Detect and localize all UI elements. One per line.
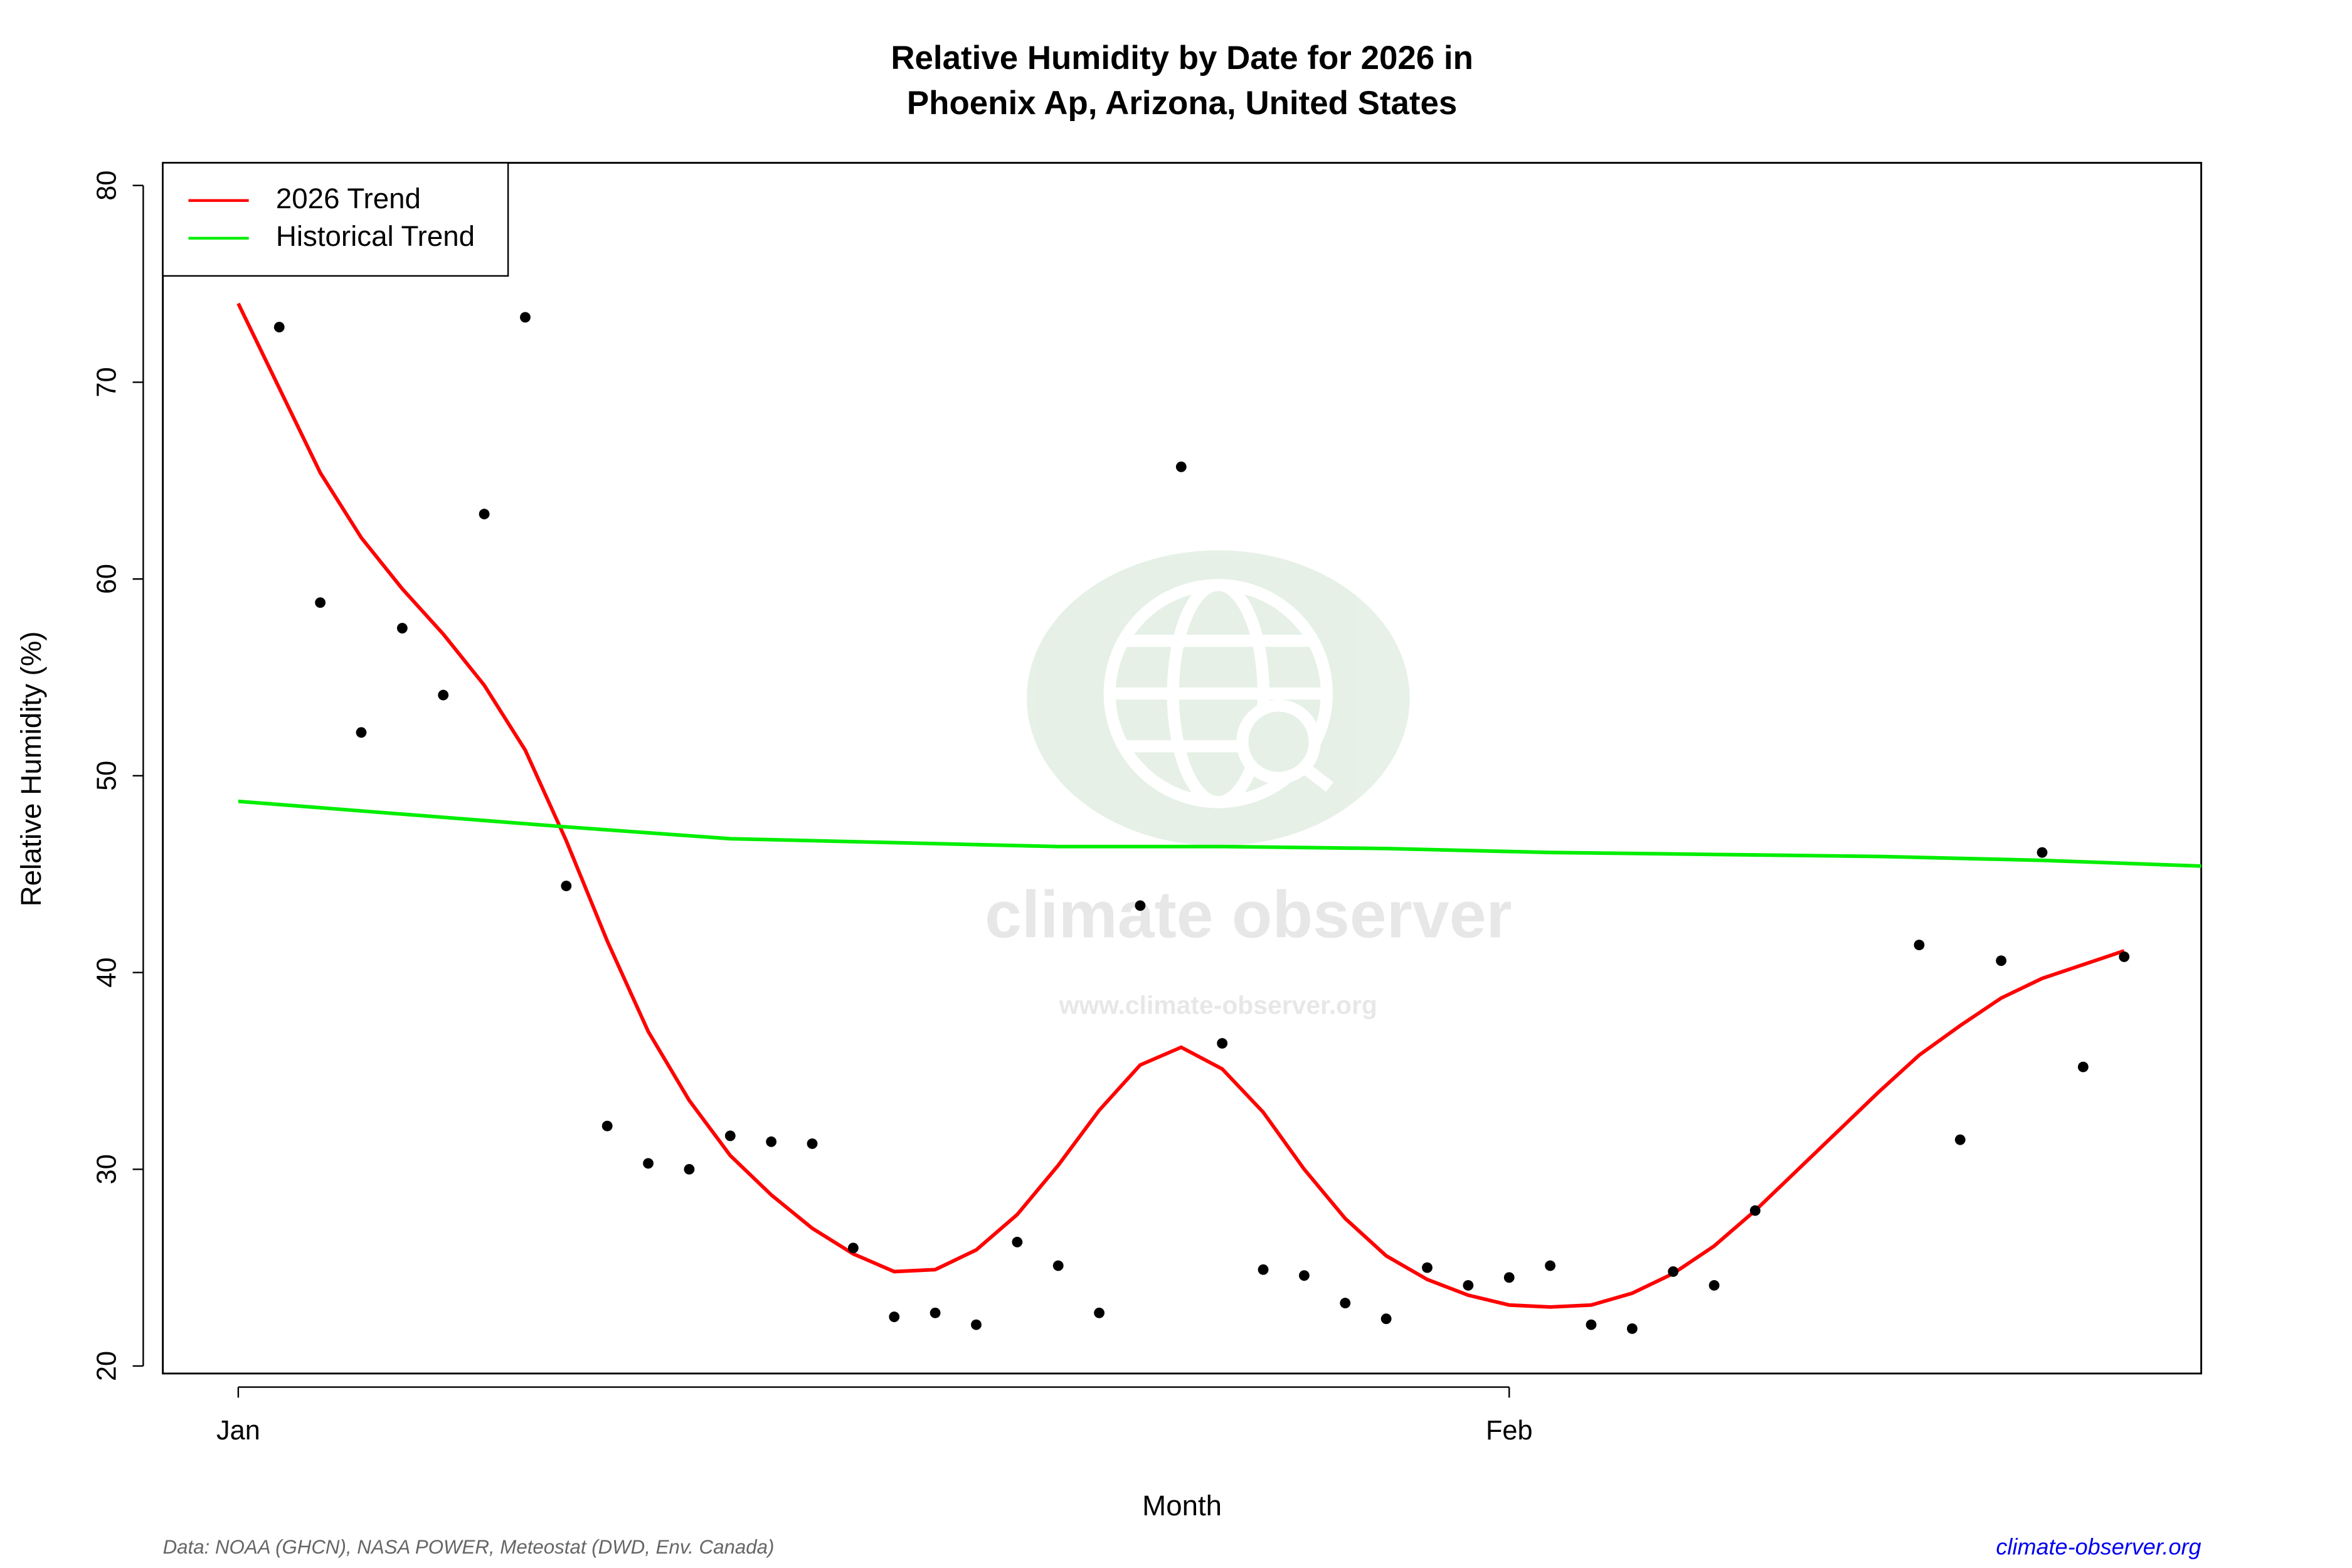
data-point (273, 322, 285, 332)
legend-label: 2026 Trend (276, 183, 421, 215)
data-point (1954, 1134, 1966, 1145)
y-tick-label: 60 (92, 564, 122, 594)
data-point (807, 1138, 818, 1149)
legend: 2026 Trend Historical Trend (162, 162, 509, 277)
data-point (1503, 1272, 1515, 1283)
data-point (601, 1120, 613, 1131)
data-point (1668, 1266, 1679, 1277)
plot-layer: 20 30 40 50 60 70 80 Jan Feb 2026 Trend Historical… (92, 162, 2201, 1446)
y-tick-label: 70 (92, 367, 122, 397)
data-point (1135, 900, 1146, 911)
watermark-logo (1027, 550, 1410, 846)
data-point (1586, 1319, 1597, 1330)
data-point (2077, 1061, 2089, 1073)
source-note: Data: NOAA (GHCN), NASA POWER, Meteostat… (163, 1536, 775, 1558)
data-point (1217, 1038, 1228, 1049)
trend-line (236, 302, 2125, 1309)
data-point (1463, 1279, 1474, 1291)
legend-label: Historical Trend (276, 220, 475, 252)
data-point (724, 1130, 736, 1142)
watermark-url: www.climate-observer.org (1059, 991, 1377, 1020)
data-point (1626, 1323, 1638, 1334)
data-point (315, 597, 326, 608)
data-point (1298, 1270, 1310, 1281)
trend-line (238, 799, 2201, 868)
data-point (2119, 951, 2130, 962)
data-point (520, 312, 531, 323)
data-point (930, 1307, 941, 1318)
data-point (1545, 1260, 1556, 1271)
y-tick-label: 30 (92, 1154, 122, 1184)
chart-title: Relative Humidity by Date for 2026 in (891, 40, 1473, 77)
data-point (1380, 1313, 1392, 1325)
data-point (1175, 461, 1187, 472)
data-point (438, 689, 449, 701)
legend-box (162, 162, 509, 277)
data-point (1422, 1262, 1433, 1273)
data-point (889, 1311, 900, 1322)
data-point (847, 1242, 859, 1254)
data-point (1012, 1236, 1023, 1248)
plot-frame (162, 162, 2203, 1375)
x-tick-label: Feb (1486, 1416, 1533, 1446)
site-link[interactable]: climate-observer.org (1996, 1534, 2201, 1559)
data-point (1258, 1264, 1269, 1275)
data-point (561, 881, 572, 891)
y-axis-label: Relative Humidity (%) (15, 632, 47, 907)
data-point (1996, 955, 2007, 967)
data-point (1340, 1298, 1351, 1309)
y-tick-label: 20 (92, 1351, 122, 1381)
data-point (356, 727, 367, 738)
y-tick-label: 50 (92, 761, 122, 791)
x-tick-label: Jan (216, 1416, 260, 1446)
plot-area (236, 302, 2201, 1334)
data-point (2037, 847, 2048, 858)
data-point (396, 623, 408, 633)
data-point (1708, 1279, 1720, 1291)
y-tick-label: 80 (92, 171, 122, 201)
chart-subtitle: Phoenix Ap, Arizona, United States (907, 85, 1457, 122)
data-point (766, 1136, 777, 1147)
data-point (643, 1158, 654, 1169)
y-tick-label: 40 (92, 957, 122, 987)
watermark: climate observer (985, 877, 1512, 951)
data-point (1052, 1260, 1064, 1271)
data-point (1094, 1307, 1104, 1318)
x-axis-label: Month (1142, 1490, 1222, 1522)
data-point (1750, 1205, 1761, 1216)
data-point (1914, 940, 1925, 951)
data-point (971, 1319, 982, 1330)
data-point (684, 1163, 695, 1175)
data-point (479, 509, 490, 520)
